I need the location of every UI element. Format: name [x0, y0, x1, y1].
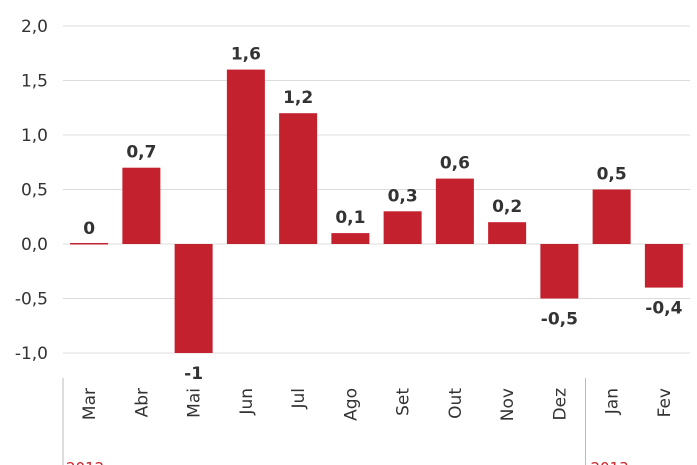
- bars: [70, 69, 683, 353]
- y-tick-label: 1,5: [21, 72, 48, 92]
- y-tick-label: 1,0: [21, 126, 48, 146]
- data-label: 0: [83, 219, 95, 239]
- y-tick-label: 0,0: [21, 235, 48, 255]
- x-tick-label: Out: [446, 388, 466, 419]
- y-axis-tick-labels: 2,0 1,5 1,0 0,5 0,0 -0,5 -1,0: [15, 17, 48, 364]
- bar-nov: [488, 222, 527, 244]
- x-tick-label: Ago: [341, 388, 361, 421]
- data-label: -1: [184, 364, 203, 384]
- data-label: 0,3: [388, 186, 418, 206]
- x-axis: Mar Abr Mai Jun Jul Ago Set Out Nov Dez Jan Fev 2012…: [62, 378, 675, 465]
- data-label: -0,5: [541, 310, 578, 330]
- x-tick-label: Jun: [237, 388, 257, 416]
- x-tick-label: Jan: [603, 388, 623, 415]
- year-label-2012: 2012: [66, 459, 104, 465]
- x-tick-label: Jul: [289, 388, 309, 410]
- y-tick-label: 0,5: [21, 181, 48, 201]
- bar-jul: [279, 113, 318, 244]
- grid-lines: [63, 25, 690, 354]
- data-label: 0,7: [126, 143, 156, 163]
- x-tick-label: Set: [394, 388, 414, 416]
- x-tick-label: Abr: [132, 388, 152, 417]
- bar-dez: [540, 244, 579, 299]
- y-tick-label: -1,0: [15, 344, 48, 364]
- x-tick-label: Dez: [550, 388, 570, 421]
- data-label: 1,6: [231, 45, 261, 65]
- data-label: 0,5: [597, 165, 627, 185]
- data-label: 0,2: [492, 197, 522, 217]
- bar-ago: [331, 233, 370, 244]
- x-tick-label: Nov: [498, 388, 518, 421]
- bar-set: [383, 211, 422, 244]
- y-tick-label: -0,5: [15, 290, 48, 310]
- bar-mai: [174, 244, 213, 353]
- data-labels: 0 0,7 -1 1,6 1,2 0,1 0,3 0,6 0,2 -0,5 0,5 -0,4: [83, 45, 682, 384]
- data-label: 0,1: [335, 208, 365, 228]
- x-tick-label: Fev: [655, 388, 675, 417]
- bar-jun: [226, 69, 265, 244]
- data-label: 0,6: [440, 154, 470, 174]
- bar-out: [435, 178, 474, 244]
- bar-mar: [70, 243, 109, 245]
- x-tick-label: Mai: [185, 388, 205, 418]
- data-label: 1,2: [283, 88, 313, 108]
- bar-abr: [122, 167, 161, 244]
- bar-jan: [592, 189, 631, 244]
- bar-fev: [644, 244, 683, 288]
- y-tick-label: 2,0: [21, 17, 48, 37]
- x-tick-label: Mar: [80, 388, 100, 420]
- year-label-2013: 2013: [591, 459, 629, 465]
- data-label: -0,4: [645, 299, 682, 319]
